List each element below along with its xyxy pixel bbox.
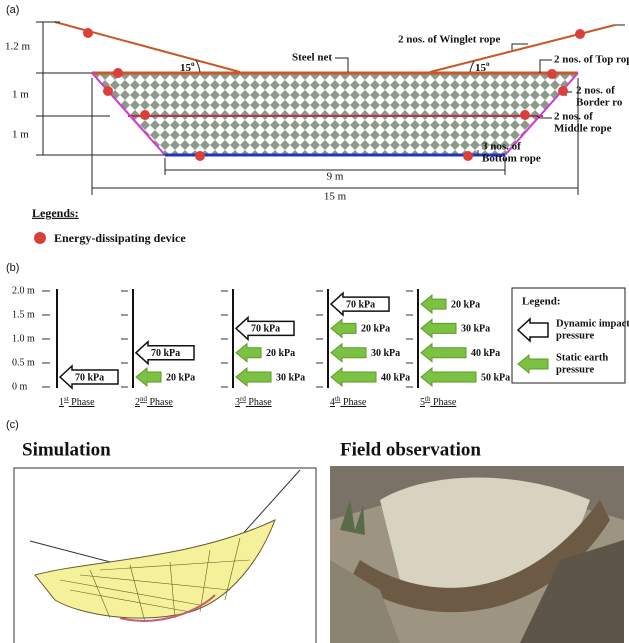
angle-number: 15 <box>475 62 487 74</box>
legend-title: Legend: <box>522 296 561 308</box>
dimension: 1 m <box>12 89 29 101</box>
legend-item: pressure <box>556 364 594 375</box>
pressure-label: 40 kPa <box>471 348 500 359</box>
annotation: 2 nos. of <box>576 85 615 97</box>
phase-word: Phase <box>71 397 95 408</box>
annotation: Border ro <box>576 97 623 109</box>
height-label: 1.5 m <box>12 309 35 320</box>
phase-label: 2nd Phase <box>135 395 173 409</box>
dimension: 1 m <box>12 129 29 141</box>
simulation-image <box>14 468 316 643</box>
field-photo <box>330 466 624 643</box>
annotation: 2 nos. of <box>554 111 593 123</box>
pressure-arrow <box>236 368 271 386</box>
barrier-drawing <box>36 22 625 195</box>
subtitle: Field observation <box>340 439 481 460</box>
pressure-label: 40 kPa <box>381 372 410 383</box>
legend-item: Dynamic impact <box>556 318 629 329</box>
pressure-label: 20 kPa <box>266 348 295 359</box>
panel-tag: (a) <box>6 4 19 16</box>
angle: 15o <box>475 60 490 74</box>
pressure-arrow <box>421 319 456 337</box>
phase-word: Phase <box>433 397 457 408</box>
pressure-label: 30 kPa <box>461 324 490 335</box>
pressure-arrow <box>331 319 356 337</box>
figure: (a) 1.2 m 1 m 1 m 9 m <box>0 0 629 643</box>
legend-item: Static earth <box>556 352 608 363</box>
height-label: 1.0 m <box>12 333 35 344</box>
pressure-label: 70 kPa <box>75 372 104 383</box>
phase-word: Phase <box>150 397 174 408</box>
pressure-label: 20 kPa <box>166 372 195 383</box>
pressure-label: 70 kPa <box>251 324 280 335</box>
pressure-arrow <box>421 344 466 362</box>
pressure-label: 70 kPa <box>151 348 180 359</box>
annotation: Middle rope <box>554 123 612 135</box>
legend-marker <box>34 232 46 244</box>
annotation: Bottom rope <box>482 153 541 165</box>
pressure-arrow <box>331 344 366 362</box>
pressure-label: 30 kPa <box>276 372 305 383</box>
angle-mark: o <box>486 60 490 68</box>
annotation: 2 nos. of Winglet rope <box>398 34 500 46</box>
pressure-label: 20 kPa <box>451 299 480 310</box>
height-label: 0 m <box>12 381 28 392</box>
phase-label: 3rd Phase <box>235 395 272 409</box>
height-label: 2.0 m <box>12 285 35 296</box>
annotation: 3 nos. of <box>482 141 521 153</box>
panel-tag: (c) <box>6 419 19 431</box>
pressure-arrow <box>421 295 446 313</box>
phase-word: Phase <box>343 397 367 408</box>
pressure-label: 30 kPa <box>371 348 400 359</box>
annotation: Steel net <box>292 52 332 64</box>
dimension: 9 m <box>327 171 344 183</box>
pressure-label: 70 kPa <box>346 299 375 310</box>
angle: 15o <box>180 60 195 74</box>
phase-label: 1st Phase <box>59 395 95 409</box>
angle-mark: o <box>191 60 195 68</box>
pressure-arrow <box>136 368 161 386</box>
height-label: 0.5 m <box>12 357 35 368</box>
phase-label: 4th Phase <box>330 395 367 409</box>
pressure-arrow <box>236 344 261 362</box>
subtitle: Simulation <box>22 439 111 460</box>
legend-item: pressure <box>556 330 594 341</box>
legend-item: Energy-dissipating device <box>54 231 186 245</box>
legend-title: Legends: <box>32 206 79 220</box>
dimension: 1.2 m <box>5 41 31 53</box>
angle-number: 15 <box>180 62 192 74</box>
annotation: 2 nos. of Top rop <box>554 54 629 66</box>
pressure-arrow <box>421 368 476 386</box>
pressure-arrow <box>331 368 376 386</box>
pressure-label: 50 kPa <box>481 372 510 383</box>
pressure-phases: 2.0 m 1.5 m 1.0 m 0.5 m 0 m 1st Phase 70 kPa 2n… <box>12 285 510 408</box>
dimension: 15 m <box>324 191 347 203</box>
phase-word: Phase <box>248 397 272 408</box>
pressure-label: 20 kPa <box>361 324 390 335</box>
phase-label: 5th Phase <box>420 395 457 409</box>
panel-tag: (b) <box>6 262 19 274</box>
